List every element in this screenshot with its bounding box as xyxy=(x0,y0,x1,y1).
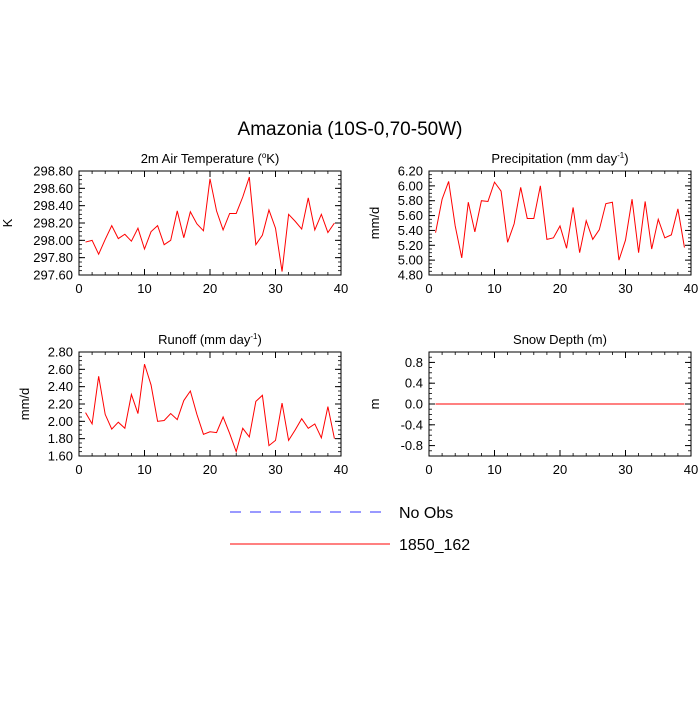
y-axis-label: K xyxy=(0,218,15,227)
panel-title-superscript: o xyxy=(262,151,267,160)
x-tick-label: 10 xyxy=(137,462,151,477)
x-tick-label: 20 xyxy=(203,462,217,477)
y-tick-label: 5.80 xyxy=(398,193,423,208)
y-axis-label: mm/d xyxy=(367,207,382,240)
y-tick-label: 0.0 xyxy=(405,397,423,412)
y-tick-label: 298.40 xyxy=(33,198,73,213)
x-tick-label: 40 xyxy=(334,281,348,296)
x-tick-label: 20 xyxy=(553,281,567,296)
x-tick-label: 0 xyxy=(425,281,432,296)
y-tick-label: 1.80 xyxy=(48,431,73,446)
y-tick-label: 6.20 xyxy=(398,164,423,179)
x-tick-label: 10 xyxy=(487,281,501,296)
plot-frame xyxy=(78,351,342,457)
panel-title-text: K) xyxy=(266,151,279,166)
panel-title-text: Runoff (mm day xyxy=(158,332,251,347)
plot-frame xyxy=(78,170,342,276)
panel-precipitation: Precipitation (mm day-1) mm/d 4.805.005.20… xyxy=(367,151,698,296)
y-tick-label: 2.00 xyxy=(48,414,73,429)
legend: No Obs 1850_162 xyxy=(230,505,470,554)
panel-title-text: ) xyxy=(624,151,628,166)
y-tick-label: 298.60 xyxy=(33,181,73,196)
legend-label-no-obs: No Obs xyxy=(399,505,453,522)
panel-title: 2m Air Temperature (oK) xyxy=(141,151,280,166)
y-axis-label: m xyxy=(367,399,382,410)
y-tick-label: -0.8 xyxy=(401,438,423,453)
x-tick-label: 40 xyxy=(334,462,348,477)
y-tick-label: 5.40 xyxy=(398,223,423,238)
x-tick-label: 20 xyxy=(203,281,217,296)
panel-title-text: ) xyxy=(258,332,262,347)
series-line-1850-162 xyxy=(85,176,335,272)
y-tick-label: 5.20 xyxy=(398,238,423,253)
x-tick-label: 30 xyxy=(268,281,282,296)
y-tick-label: 2.60 xyxy=(48,362,73,377)
panel-snow-depth: Snow Depth (m) m -0.8 -0.4 0.0 0.4 0.8 0 10 20 30 4… xyxy=(367,332,698,477)
panel-title-superscript: -1 xyxy=(617,151,625,160)
y-tick-label: 0.8 xyxy=(405,355,423,370)
y-tick-label: 4.80 xyxy=(398,268,423,283)
panel-title-text: Snow Depth (m) xyxy=(513,332,607,347)
x-tick-label: 0 xyxy=(75,281,82,296)
panel-title-superscript: -1 xyxy=(250,332,258,341)
panel-title: Precipitation (mm day-1) xyxy=(491,151,628,166)
x-tick-label: 30 xyxy=(268,462,282,477)
y-tick-label: 2.80 xyxy=(48,345,73,360)
panel-runoff: Runoff (mm day-1) mm/d 1.60 1.80 2.00 2.20 2.4… xyxy=(17,332,348,477)
y-tick-label: 297.80 xyxy=(33,250,73,265)
legend-label-1850-162: 1850_162 xyxy=(399,537,470,554)
y-tick-label: 5.00 xyxy=(398,253,423,268)
x-tick-label: 10 xyxy=(137,281,151,296)
x-tick-label: 0 xyxy=(425,462,432,477)
series-line-1850-162 xyxy=(85,363,335,454)
x-tick-label: 0 xyxy=(75,462,82,477)
panel-title-text: 2m Air Temperature ( xyxy=(141,151,263,166)
y-tick-label: 1.60 xyxy=(48,449,73,464)
panel-title-text: Precipitation (mm day xyxy=(491,151,617,166)
y-tick-label: 2.40 xyxy=(48,379,73,394)
x-tick-label: 20 xyxy=(553,462,567,477)
y-tick-label: -0.4 xyxy=(401,417,423,432)
plot-frame xyxy=(428,170,692,276)
x-tick-label: 30 xyxy=(618,281,632,296)
panel-title: Runoff (mm day-1) xyxy=(158,332,262,347)
x-tick-label: 10 xyxy=(487,462,501,477)
y-tick-label: 5.60 xyxy=(398,208,423,223)
y-axis-label: mm/d xyxy=(17,388,32,421)
x-tick-label: 40 xyxy=(684,462,698,477)
x-tick-label: 40 xyxy=(684,281,698,296)
y-tick-label: 298.20 xyxy=(33,216,73,231)
y-tick-label: 2.20 xyxy=(48,397,73,412)
page-title: Amazonia (10S-0,70-50W) xyxy=(238,119,463,140)
series-line-1850-162 xyxy=(435,181,685,261)
y-tick-label: 298.00 xyxy=(33,233,73,248)
panel-temperature: 2m Air Temperature (oK) K 297.60 297.80 298.… xyxy=(0,151,348,296)
x-tick-label: 30 xyxy=(618,462,632,477)
y-tick-label: 6.00 xyxy=(398,178,423,193)
y-tick-label: 298.80 xyxy=(33,164,73,179)
y-tick-label: 297.60 xyxy=(33,268,73,283)
y-tick-label: 0.4 xyxy=(405,376,423,391)
panel-title: Snow Depth (m) xyxy=(513,332,607,347)
